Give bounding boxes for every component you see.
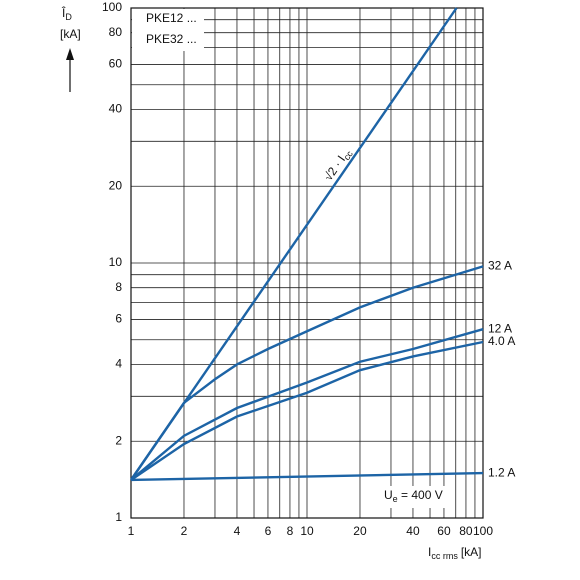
y-tick-label: 60 <box>109 57 123 71</box>
y-tick-label: 4 <box>115 357 122 371</box>
plot-frame <box>130 7 484 519</box>
y-tick-label: 6 <box>115 312 122 326</box>
grid <box>130 7 484 519</box>
x-tick-label: 2 <box>181 524 188 538</box>
y-tick-label: 100 <box>102 0 122 14</box>
curves <box>130 7 484 482</box>
curve <box>130 265 484 481</box>
x-tick-label: 100 <box>473 524 493 538</box>
x-axis-label: Icc rms [kA] <box>428 545 482 561</box>
y-tick-label: 20 <box>109 178 123 192</box>
annotation: Ue = 400 V <box>384 488 443 504</box>
y-tick-label: 2 <box>115 433 122 447</box>
series-label: 1.2 A <box>488 465 515 479</box>
y-tick-label: 40 <box>109 102 123 116</box>
y-tick-label: 8 <box>115 280 122 294</box>
y-tick-label: 1 <box>115 510 122 524</box>
y-axis-label: ÎD <box>61 5 72 22</box>
x-tick-label: 40 <box>406 524 420 538</box>
curve <box>130 328 484 481</box>
x-tick-label: 10 <box>300 524 314 538</box>
series-label: 32 A <box>488 259 512 273</box>
y-axis-unit: [kA] <box>60 27 81 41</box>
curve <box>130 471 484 482</box>
x-tick-label: 20 <box>353 524 367 538</box>
x-tick-label: 60 <box>437 524 451 538</box>
y-tick-label: 80 <box>109 25 123 39</box>
y-tick-label: 10 <box>109 255 123 269</box>
legend-line: PKE12 ... <box>146 11 197 25</box>
x-tick-label: 80 <box>459 524 473 538</box>
legend-line: PKE32 ... <box>146 32 197 46</box>
x-tick-label: 8 <box>287 524 294 538</box>
x-tick-label: 1 <box>128 524 135 538</box>
annotation-bg <box>380 486 450 508</box>
series-label: 4.0 A <box>488 334 515 348</box>
curve <box>130 340 484 481</box>
x-tick-label: 6 <box>265 524 272 538</box>
legend-box <box>132 9 204 51</box>
x-tick-label: 4 <box>234 524 241 538</box>
y-arrow-head <box>66 48 74 60</box>
series-label: 12 A <box>488 321 512 335</box>
